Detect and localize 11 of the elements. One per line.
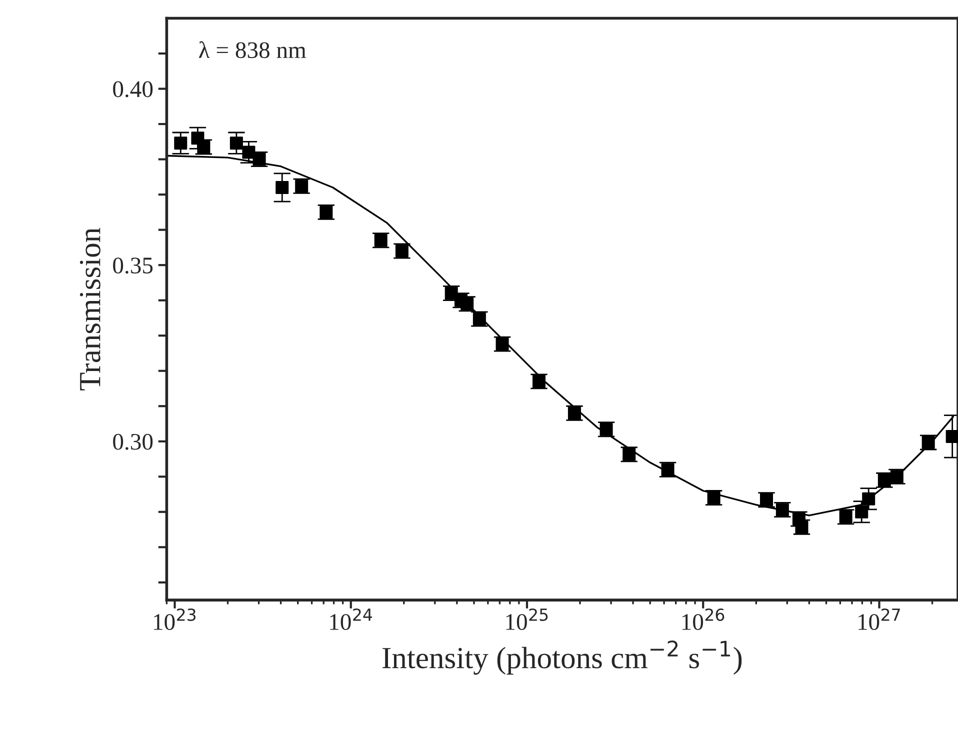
x-tick-label: 10$^{24}$	[330, 608, 372, 630]
x-axis-title: Intensity (photons cm$^{−2}$ s$^{−1}$)	[382, 640, 742, 675]
y-axis-title: Transmission	[80, 228, 100, 390]
y-tick-label: 0.40	[113, 81, 153, 98]
x-tick-label: 10$^{27}$	[858, 608, 900, 630]
x-tick-label: 10$^{25}$	[506, 608, 548, 630]
y-tick-label: 0.35	[113, 258, 153, 274]
x-tick-label: 10$^{26}$	[682, 608, 724, 630]
y-tick-label: 0.30	[113, 434, 153, 450]
annotation: λ = 838 nm	[198, 41, 306, 58]
x-tick-label: 10$^{23}$	[154, 608, 196, 630]
